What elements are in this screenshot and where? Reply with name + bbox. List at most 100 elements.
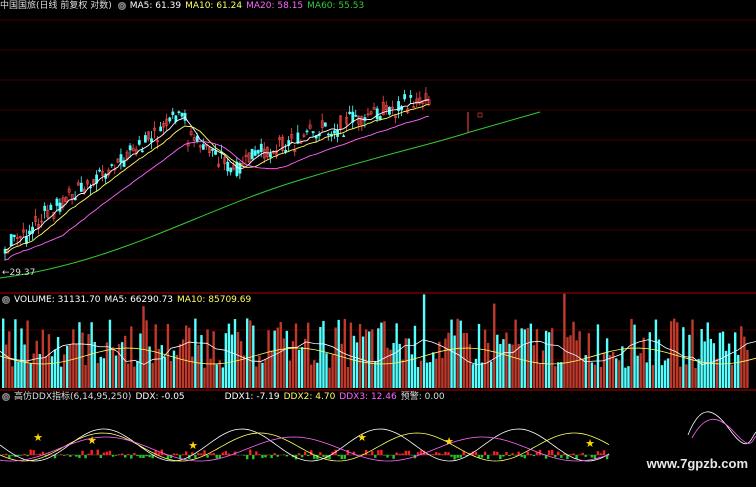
ddx-bar [599, 453, 603, 455]
ddx-bar [398, 453, 401, 455]
volume-bar [715, 358, 719, 388]
ddx-bar [157, 452, 160, 455]
ddx-bar [303, 451, 307, 455]
volume-bar [230, 334, 234, 388]
ddx-bar [438, 452, 441, 455]
volume-bar [499, 344, 502, 388]
ddx-bar [194, 455, 197, 459]
volume-bar [349, 322, 353, 388]
ddx-bar [322, 455, 325, 457]
ddx-bar [331, 451, 334, 455]
volume-bar [688, 334, 691, 388]
volume-bar [169, 361, 173, 388]
ddx-bar [435, 451, 438, 455]
volume-bar [444, 338, 447, 388]
volume-bar [627, 366, 630, 388]
candle-body [201, 144, 205, 150]
ddx-panel-header: ◎ 高仿DDX指标(6,14,95,250) DDX: -0.05 DDX1: -7.… [0, 391, 449, 403]
ddx-bar [270, 455, 273, 459]
candle-body [195, 135, 199, 142]
volume-bar [453, 335, 456, 388]
volume-bar [102, 358, 106, 388]
candle-body [171, 111, 175, 115]
volume-bar [96, 362, 99, 388]
volume-bar [645, 362, 648, 388]
candle-body [165, 118, 169, 126]
ma5-readout: MA5: 61.39 [129, 1, 182, 11]
ddx-bar [81, 450, 84, 455]
candle-body [342, 135, 346, 138]
volume-bar [596, 324, 600, 388]
volume-bar [651, 365, 655, 388]
ddx-bar [401, 453, 404, 455]
volume-bar [194, 318, 197, 388]
volume-bar [242, 355, 246, 388]
volume-bar [203, 367, 206, 388]
stock-title[interactable]: 中国国旅(日线 前复权 对数) [0, 1, 112, 11]
candle-body [381, 102, 385, 116]
volume-bar [267, 330, 270, 388]
settings-circle-icon[interactable]: ◎ [117, 1, 126, 10]
volume-bar [395, 323, 398, 388]
settings-circle-icon[interactable]: ◎ [2, 295, 10, 304]
volume-bar [654, 319, 658, 388]
ddx-bar [511, 453, 514, 455]
candle-body [366, 113, 370, 116]
volume-bar [410, 354, 414, 388]
volume-bar [35, 340, 38, 388]
ddx-bar [419, 450, 423, 455]
volume-ma5-line [0, 339, 756, 366]
ddx-bar [554, 455, 557, 458]
ddx-bar [392, 455, 395, 459]
volume-bar [474, 358, 478, 388]
volume-bar [523, 329, 526, 388]
ddx-bar [23, 453, 26, 455]
volume-bar [538, 363, 542, 388]
volume-bar [612, 352, 615, 388]
volume-bar [145, 320, 148, 388]
ma20-readout: MA20: 58.15 [246, 1, 304, 11]
ddx-bar [242, 455, 246, 456]
ddx-bar [371, 451, 374, 455]
candle-body [247, 152, 251, 163]
ddx-bar [142, 455, 145, 459]
volume-bar [334, 327, 337, 388]
volume-bar [615, 358, 618, 388]
ddx-bar [374, 455, 377, 458]
volume-bar [316, 362, 319, 388]
ddx-bar [429, 454, 432, 455]
ddx-bar [575, 455, 578, 459]
volume-bar [32, 353, 35, 388]
candle-body [403, 94, 407, 100]
candle-body [98, 169, 102, 172]
ddx-bar [181, 454, 185, 455]
volume-bar [282, 338, 285, 388]
volume-bar [355, 342, 359, 388]
ddx-bar [547, 450, 551, 455]
volume-ma10-readout: MA10: 85709.69 [177, 295, 252, 305]
volume-bar [621, 346, 624, 388]
settings-circle-icon[interactable]: ◎ [2, 392, 10, 401]
ddx-bar [319, 452, 322, 455]
candle-body [168, 117, 172, 122]
candle-body [153, 127, 156, 131]
volume-bar [53, 349, 57, 388]
ddx-bar [596, 451, 600, 455]
candle-body [122, 160, 126, 167]
ddx-bar [337, 455, 340, 457]
ddx-bar [285, 455, 289, 457]
ddx-bar [505, 451, 508, 455]
volume-bar [541, 350, 545, 388]
ddx-bar [124, 455, 127, 458]
candle-body [40, 220, 44, 223]
candle-body [119, 154, 123, 163]
candle-body [211, 148, 214, 151]
volume-bar [392, 342, 395, 388]
volume-bar [700, 329, 703, 388]
volume-bar [703, 341, 706, 388]
ddx-indicator-title[interactable]: 高仿DDX指标(6,14,95,250) [14, 392, 132, 402]
candle-body [79, 182, 83, 192]
volume-bar [462, 332, 465, 388]
volume-bar [285, 330, 289, 388]
